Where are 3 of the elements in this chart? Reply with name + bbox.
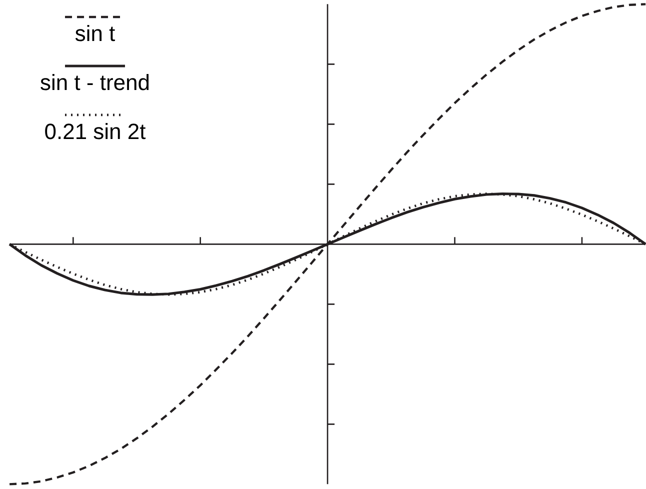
legend-label: sin t <box>75 25 115 42</box>
legend-label: 0.21 sin 2t <box>45 123 146 140</box>
legend-label: sin t - trend <box>40 74 149 90</box>
